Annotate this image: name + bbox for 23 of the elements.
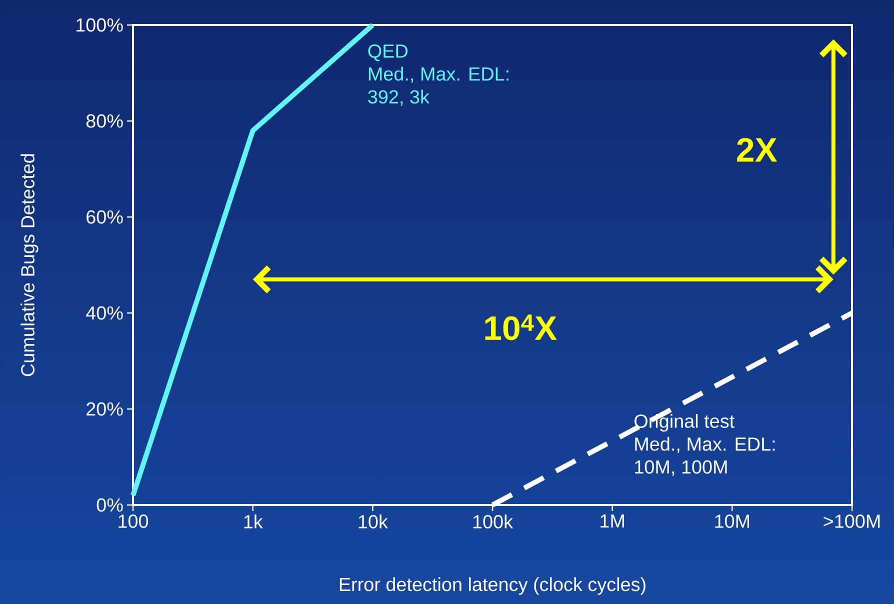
x-axis-title: Error detection latency (clock cycles)	[340, 577, 646, 595]
y-tick-label: 60%	[86, 210, 123, 224]
annotation: 10M, 100M	[635, 460, 727, 476]
y-tick-label: 40%	[86, 306, 123, 320]
y-tick-label: 0%	[96, 498, 123, 512]
y-tick-label: 80%	[86, 114, 123, 128]
series-label: Original test	[634, 414, 734, 432]
annotation: Med., Max. EDL:	[368, 66, 508, 83]
x-tick-label: 100k	[473, 514, 514, 528]
annotation: Med., Max. EDL:	[635, 436, 775, 454]
y-axis-title: Cumulative Bugs Detected	[20, 154, 38, 376]
annotation: 2X	[737, 138, 778, 162]
x-tick-label: 1M	[600, 514, 624, 528]
x-tick-label: 10k	[358, 514, 388, 528]
y-tick-label: 20%	[86, 402, 123, 416]
x-tick-label: 100	[118, 514, 148, 528]
x-tick-label: >100M	[824, 514, 880, 528]
x-tick-label: 1k	[244, 514, 263, 528]
series-label: QED	[368, 44, 408, 62]
y-tick-label: 100%	[76, 18, 123, 32]
annotation: 392, 3k	[368, 90, 430, 106]
x-tick-label: 10M	[715, 514, 750, 528]
annotation: 10$^{4}$X	[485, 314, 557, 340]
